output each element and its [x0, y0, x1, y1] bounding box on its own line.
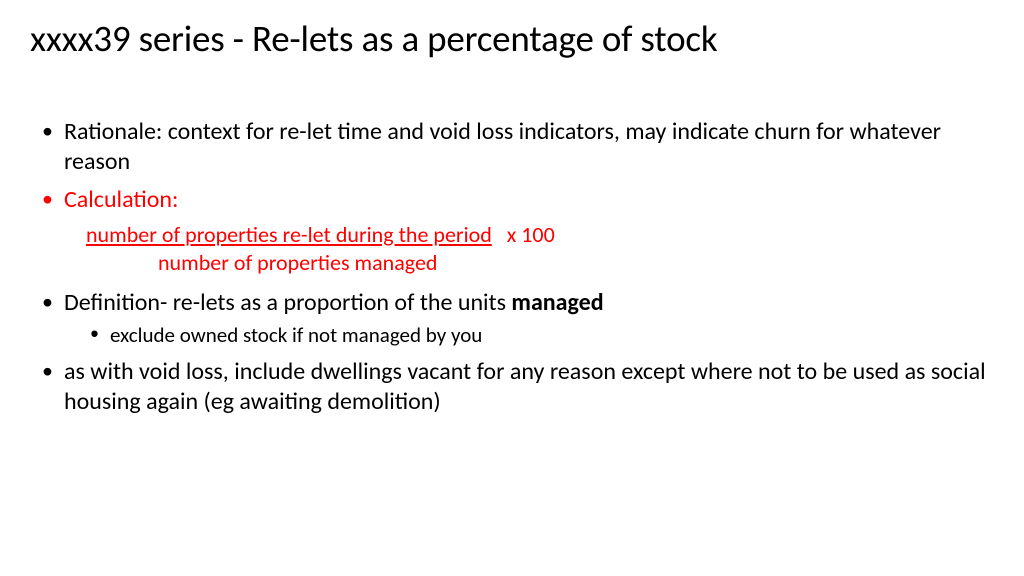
slide: xxxx39 series - Re-lets as a percentage …	[0, 0, 1024, 455]
bullet-definition: Definition- re-lets as a proportion of t…	[64, 288, 994, 349]
definition-bold: managed	[511, 288, 603, 317]
calculation-label: Calculation:	[64, 185, 178, 214]
slide-title: xxxx39 series - Re-lets as a percentage …	[30, 18, 994, 61]
bullet-voidloss: as with void loss, include dwellings vac…	[64, 357, 994, 417]
bullet-rationale: Rationale: context for re-let time and v…	[64, 117, 994, 177]
calculation-formula: number of properties re-let during the p…	[86, 221, 994, 278]
formula-top-row: number of properties re-let during the p…	[86, 221, 994, 250]
bullet-calculation: Calculation: number of properties re-let…	[64, 185, 994, 278]
formula-multiplier: x 100	[507, 221, 555, 248]
bullet-list: Rationale: context for re-let time and v…	[30, 117, 994, 417]
definition-sublist: exclude owned stock if not managed by yo…	[64, 322, 994, 349]
formula-denominator: number of properties managed	[158, 249, 994, 278]
definition-sub-item: exclude owned stock if not managed by yo…	[110, 322, 994, 349]
formula-numerator: number of properties re-let during the p…	[86, 221, 492, 248]
definition-text: Definition- re-lets as a proportion of t…	[64, 288, 511, 317]
